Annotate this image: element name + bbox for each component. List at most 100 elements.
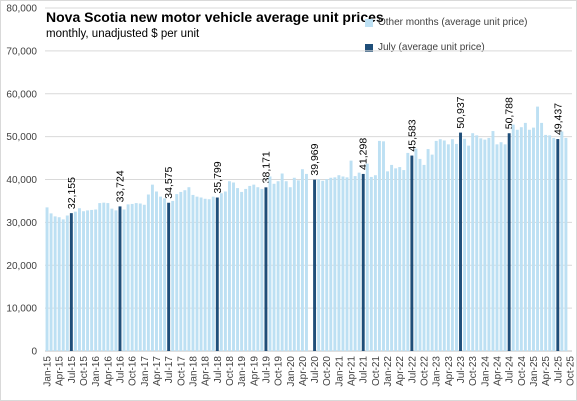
bar-other-month <box>467 145 471 351</box>
bar-other-month <box>353 176 357 351</box>
bar-other-month <box>175 194 179 351</box>
bar-july <box>313 179 317 351</box>
bar-other-month <box>540 122 544 351</box>
bar-other-month <box>268 176 272 351</box>
bar-other-month <box>325 179 329 351</box>
bar-other-month <box>122 209 126 351</box>
bar-other-month <box>394 168 398 351</box>
y-tick-label: 50,000 <box>6 132 37 143</box>
bar-other-month <box>487 137 491 351</box>
bar-other-month <box>110 208 114 351</box>
bar-other-month <box>357 172 361 351</box>
x-tick-label: Apr-21 <box>347 356 358 386</box>
bar-other-month <box>256 187 260 351</box>
x-tick-label: Apr-20 <box>298 356 309 386</box>
bar-other-month <box>305 173 308 351</box>
bar-other-month <box>345 177 349 351</box>
x-tick-label: Apr-15 <box>55 356 66 386</box>
bar-other-month <box>240 191 244 351</box>
bar-other-month <box>317 179 321 351</box>
bar-other-month <box>365 163 369 351</box>
bar-other-month <box>280 173 284 351</box>
bar-other-month <box>77 208 81 351</box>
y-tick-label: 60,000 <box>6 89 37 100</box>
bar-july <box>507 133 511 351</box>
x-tick-label: Jul-16 <box>115 356 126 384</box>
y-tick-label: 10,000 <box>6 304 37 315</box>
x-tick-label: Apr-17 <box>152 356 163 386</box>
july-data-label: 50,937 <box>455 96 467 128</box>
bar-other-month <box>142 204 146 351</box>
x-tick-label: Jul-18 <box>213 356 224 384</box>
bar-other-month <box>455 143 458 351</box>
x-tick-label: Oct-17 <box>176 356 187 386</box>
legend-label-other-months: Other months (average unit price) <box>378 17 528 28</box>
bar-other-month <box>446 144 450 351</box>
bar-other-month <box>552 137 556 351</box>
bar-other-month <box>442 140 446 351</box>
bar-july <box>264 187 268 351</box>
july-data-label: 39,969 <box>309 143 321 175</box>
bar-other-month <box>260 188 264 351</box>
x-tick-label: Oct-24 <box>517 356 528 386</box>
bar-july <box>167 202 171 351</box>
y-tick-label: 20,000 <box>6 261 37 272</box>
bar-other-month <box>244 188 248 351</box>
legend-swatch-other-months <box>365 18 373 27</box>
bar-other-month <box>138 203 142 351</box>
bar-other-month <box>187 187 191 351</box>
bar-other-month <box>82 211 85 351</box>
bar-other-month <box>163 198 167 351</box>
bar-other-month <box>321 180 325 351</box>
bar-other-month <box>65 215 69 351</box>
legend-item-other-months: Other months (average unit price) <box>365 15 528 30</box>
x-tick-label: Apr-22 <box>395 356 406 386</box>
bar-other-month <box>211 196 215 351</box>
bar-other-month <box>73 211 77 351</box>
bar-other-month <box>252 184 256 351</box>
bar-other-month <box>402 170 406 351</box>
bar-other-month <box>276 181 280 351</box>
bar-other-month <box>191 194 195 351</box>
legend-swatch-july <box>365 43 373 52</box>
bar-other-month <box>155 191 158 351</box>
bar-other-month <box>495 144 499 351</box>
bar-other-month <box>349 160 353 351</box>
bar-other-month <box>503 144 507 351</box>
bar-other-month <box>475 135 479 351</box>
x-tick-label: Oct-19 <box>274 356 285 386</box>
x-tick-label: Oct-21 <box>371 356 382 386</box>
july-data-label: 50,788 <box>504 97 516 129</box>
x-tick-label: Apr-16 <box>103 356 114 386</box>
bar-other-month <box>382 141 385 351</box>
bar-other-month <box>61 219 65 351</box>
bar-other-month <box>195 196 199 351</box>
bar-other-month <box>272 183 276 351</box>
july-data-label: 41,298 <box>358 138 370 170</box>
x-tick-label: Oct-15 <box>79 356 90 386</box>
bar-other-month <box>430 154 434 351</box>
bar-other-month <box>491 131 495 351</box>
bar-other-month <box>341 176 345 351</box>
july-data-label: 34,575 <box>163 166 175 198</box>
bar-other-month <box>333 177 337 351</box>
bar-july <box>69 213 73 351</box>
x-tick-label: Jan-20 <box>286 356 297 387</box>
x-tick-label: Oct-18 <box>225 356 236 386</box>
bar-other-month <box>102 202 106 351</box>
bar-other-month <box>183 190 187 351</box>
bar-july <box>361 173 365 351</box>
x-tick-label: Oct-22 <box>420 356 431 386</box>
x-tick-label: Jan-24 <box>480 356 491 387</box>
x-tick-label: Apr-18 <box>201 356 212 386</box>
bar-july <box>215 197 219 351</box>
x-tick-label: Oct-16 <box>128 356 139 386</box>
bar-other-month <box>98 203 102 351</box>
bar-other-month <box>471 133 475 351</box>
bar-other-month <box>223 191 227 351</box>
x-tick-label: Apr-19 <box>249 356 260 386</box>
bar-other-month <box>548 135 552 351</box>
bar-other-month <box>179 191 183 351</box>
x-tick-label: Jan-15 <box>43 356 54 387</box>
